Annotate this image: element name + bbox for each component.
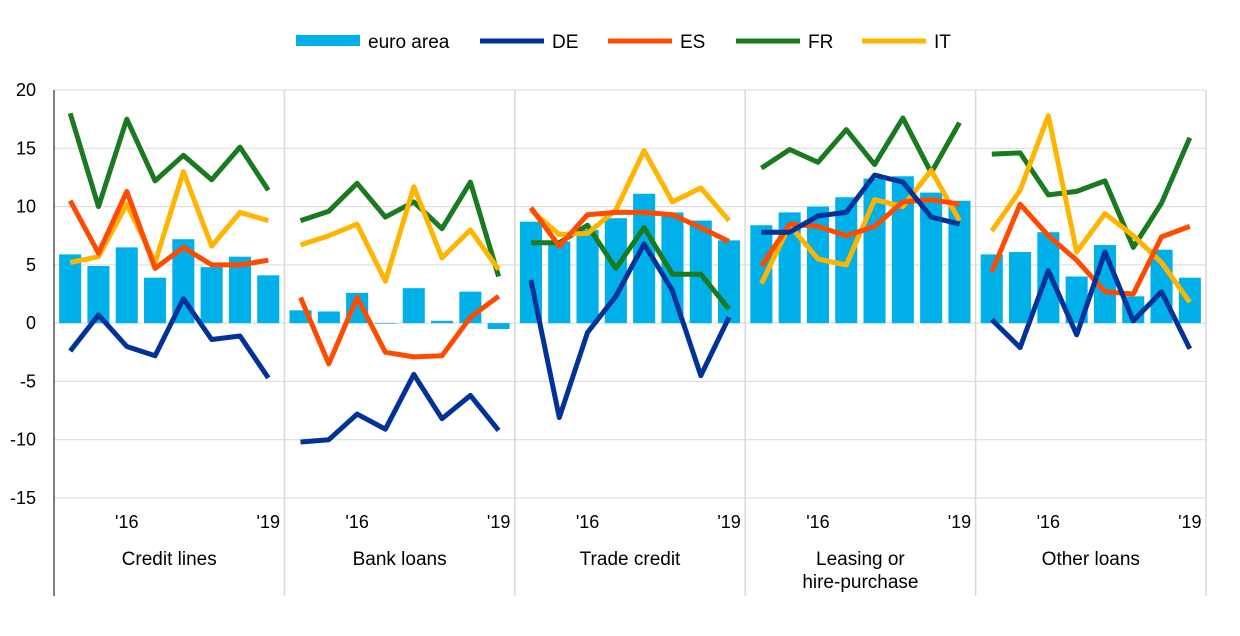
x-tick-label: '16 <box>345 512 368 532</box>
bar-euro-area <box>228 256 251 324</box>
bar-euro-area <box>661 212 684 324</box>
y-tick-label: 5 <box>26 255 36 275</box>
line-es <box>67 188 269 271</box>
bar-euro-area <box>718 240 741 324</box>
legend-swatch-bar <box>296 35 360 46</box>
bar-euro-area <box>431 320 454 324</box>
panel-label: Other loans <box>1042 549 1140 570</box>
y-tick-label: -10 <box>10 430 36 450</box>
legend-label: FR <box>808 32 833 53</box>
bar-euro-area <box>548 241 571 324</box>
line-de <box>528 241 732 421</box>
legend: euro area DE ES FR IT <box>296 32 951 53</box>
bar-euro-area <box>257 275 280 324</box>
line-de <box>68 296 271 380</box>
line-de <box>761 172 961 235</box>
panel-label: hire-purchase <box>802 572 918 593</box>
x-tick-label: '19 <box>948 512 971 532</box>
line-es <box>298 294 501 367</box>
y-tick-label: 20 <box>16 80 36 100</box>
line-series <box>67 112 1193 445</box>
bar-series-euro-area <box>59 176 1201 329</box>
x-tick-label: '16 <box>576 512 599 532</box>
bar-euro-area <box>87 266 110 324</box>
bar-euro-area <box>374 323 397 324</box>
x-tick-label: '16 <box>806 512 829 532</box>
bar-euro-area <box>576 229 599 324</box>
panel-label: Leasing or <box>816 549 905 570</box>
bar-euro-area <box>891 176 914 324</box>
line-de <box>300 371 501 445</box>
y-tick-label: -5 <box>20 371 36 391</box>
line-it <box>299 184 501 284</box>
bar-euro-area <box>144 277 167 324</box>
y-tick-label: 10 <box>16 197 36 217</box>
bar-euro-area <box>59 254 82 324</box>
bar-euro-area <box>1009 252 1032 324</box>
legend-label: ES <box>680 32 705 53</box>
bar-euro-area <box>487 323 510 329</box>
bar-euro-area <box>317 311 340 324</box>
bar-euro-area <box>920 192 943 324</box>
line-fr <box>991 136 1193 250</box>
y-tick-label: 0 <box>26 313 36 333</box>
bar-euro-area <box>172 239 195 324</box>
line-es <box>528 206 731 249</box>
panel-label: Credit lines <box>122 549 217 570</box>
x-tick-label: '19 <box>717 512 740 532</box>
bar-euro-area <box>750 225 773 324</box>
line-it <box>529 148 731 237</box>
x-tick-label: '19 <box>1178 512 1201 532</box>
line-it <box>989 113 1192 304</box>
axes: -15 -10 -5 0 5 10 15 20 '16 '19 Credit lines '16 '19… <box>10 80 1207 596</box>
line-fr <box>67 112 271 210</box>
line-de <box>990 249 1193 351</box>
bar-euro-area <box>633 193 656 324</box>
bar-euro-area <box>806 206 829 324</box>
bar-euro-area <box>948 200 971 324</box>
x-tick-label: '16 <box>115 512 138 532</box>
legend-label: DE <box>552 32 578 53</box>
bar-euro-area <box>200 267 223 324</box>
x-tick-label: '19 <box>257 512 280 532</box>
line-fr <box>760 115 962 176</box>
x-tick-label: '16 <box>1037 512 1060 532</box>
legend-label: euro area <box>368 32 450 53</box>
bar-euro-area <box>402 288 425 324</box>
y-tick-label: 15 <box>16 138 36 158</box>
line-es <box>989 201 1191 297</box>
line-es <box>759 197 960 268</box>
bar-euro-area <box>980 254 1003 324</box>
panel-label: Bank loans <box>353 549 447 570</box>
bar-euro-area <box>115 247 138 324</box>
legend-label: IT <box>934 32 951 53</box>
line-fr <box>299 179 501 278</box>
panel-label: Trade credit <box>580 549 681 570</box>
x-tick-label: '19 <box>487 512 510 532</box>
y-tick-label: -15 <box>10 488 36 508</box>
